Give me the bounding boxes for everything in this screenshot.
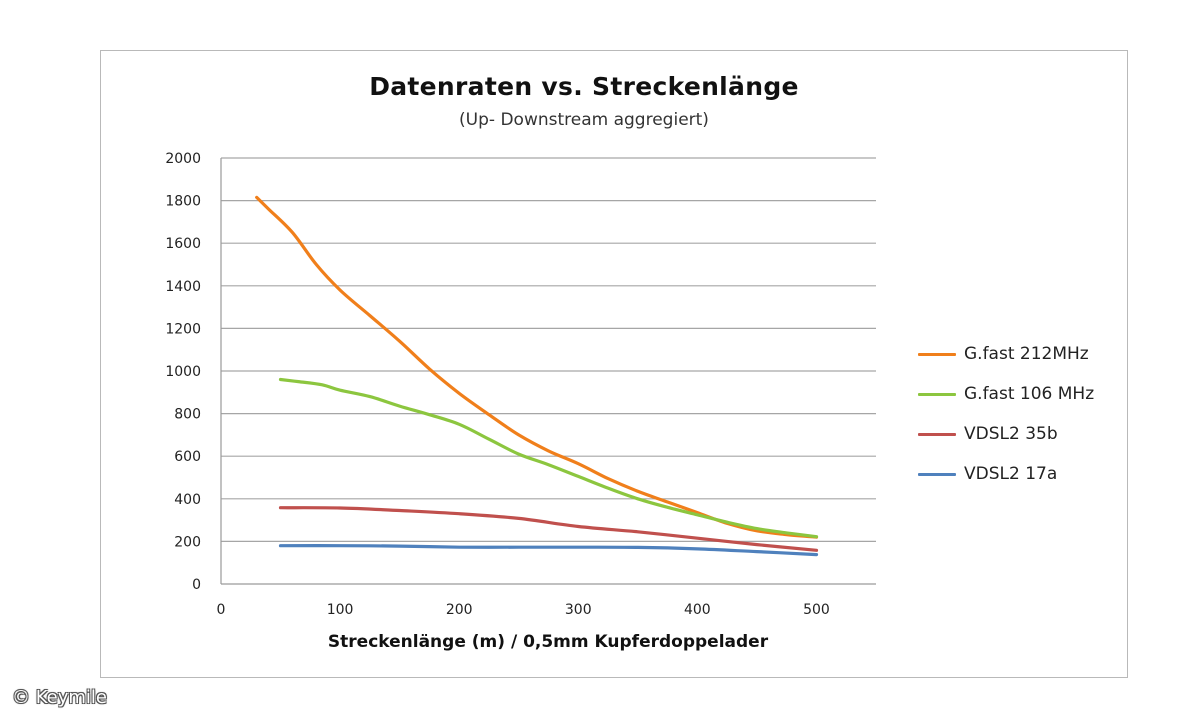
y-tick-label: 1800 [165,194,201,210]
y-tick-label: 0 [192,577,201,593]
legend-label: G.fast 212MHz [964,344,1089,364]
y-tick-label: 600 [174,449,201,465]
legend-swatch [918,472,956,476]
series-line [278,544,819,557]
legend: G.fast 212MHz G.fast 106 MHz VDSL2 35b V… [918,334,1094,494]
y-tick-label: 400 [174,492,201,508]
legend-swatch [918,432,956,436]
x-tick-label: 500 [803,602,830,618]
y-tick-label: 800 [174,407,201,423]
x-tick-label: 300 [565,602,592,618]
x-tick-label: 200 [446,602,473,618]
x-tick-label: 100 [327,602,354,618]
chart-frame [100,50,1128,678]
series-line [255,195,819,539]
legend-label: G.fast 106 MHz [964,384,1095,404]
y-tick-label: 200 [174,534,201,550]
legend-label: VDSL2 35b [964,424,1058,444]
x-tick-label: 400 [684,602,711,618]
y-tick-label: 1400 [165,279,201,295]
legend-swatch [918,392,956,396]
chart-title: Datenraten vs. Streckenlänge [369,72,799,101]
legend-label: VDSL2 17a [964,464,1058,484]
x-axis-label: Streckenlänge (m) / 0,5mm Kupferdoppelad… [327,632,769,652]
series-line [278,506,819,552]
copyright-watermark: © Keymile [12,687,107,708]
legend-item: VDSL2 35b [918,414,1094,454]
legend-swatch [918,352,956,356]
legend-item: VDSL2 17a [918,454,1094,494]
legend-item: G.fast 106 MHz [918,374,1094,414]
y-tick-label: 1000 [165,364,201,380]
chart-subtitle: (Up- Downstream aggregiert) [459,110,709,130]
y-tick-label: 1200 [165,321,201,337]
x-tick-label: 0 [217,602,226,618]
legend-item: G.fast 212MHz [918,334,1094,374]
y-tick-label: 1600 [165,236,201,252]
series-line [278,377,819,539]
y-tick-label: 2000 [165,151,201,167]
